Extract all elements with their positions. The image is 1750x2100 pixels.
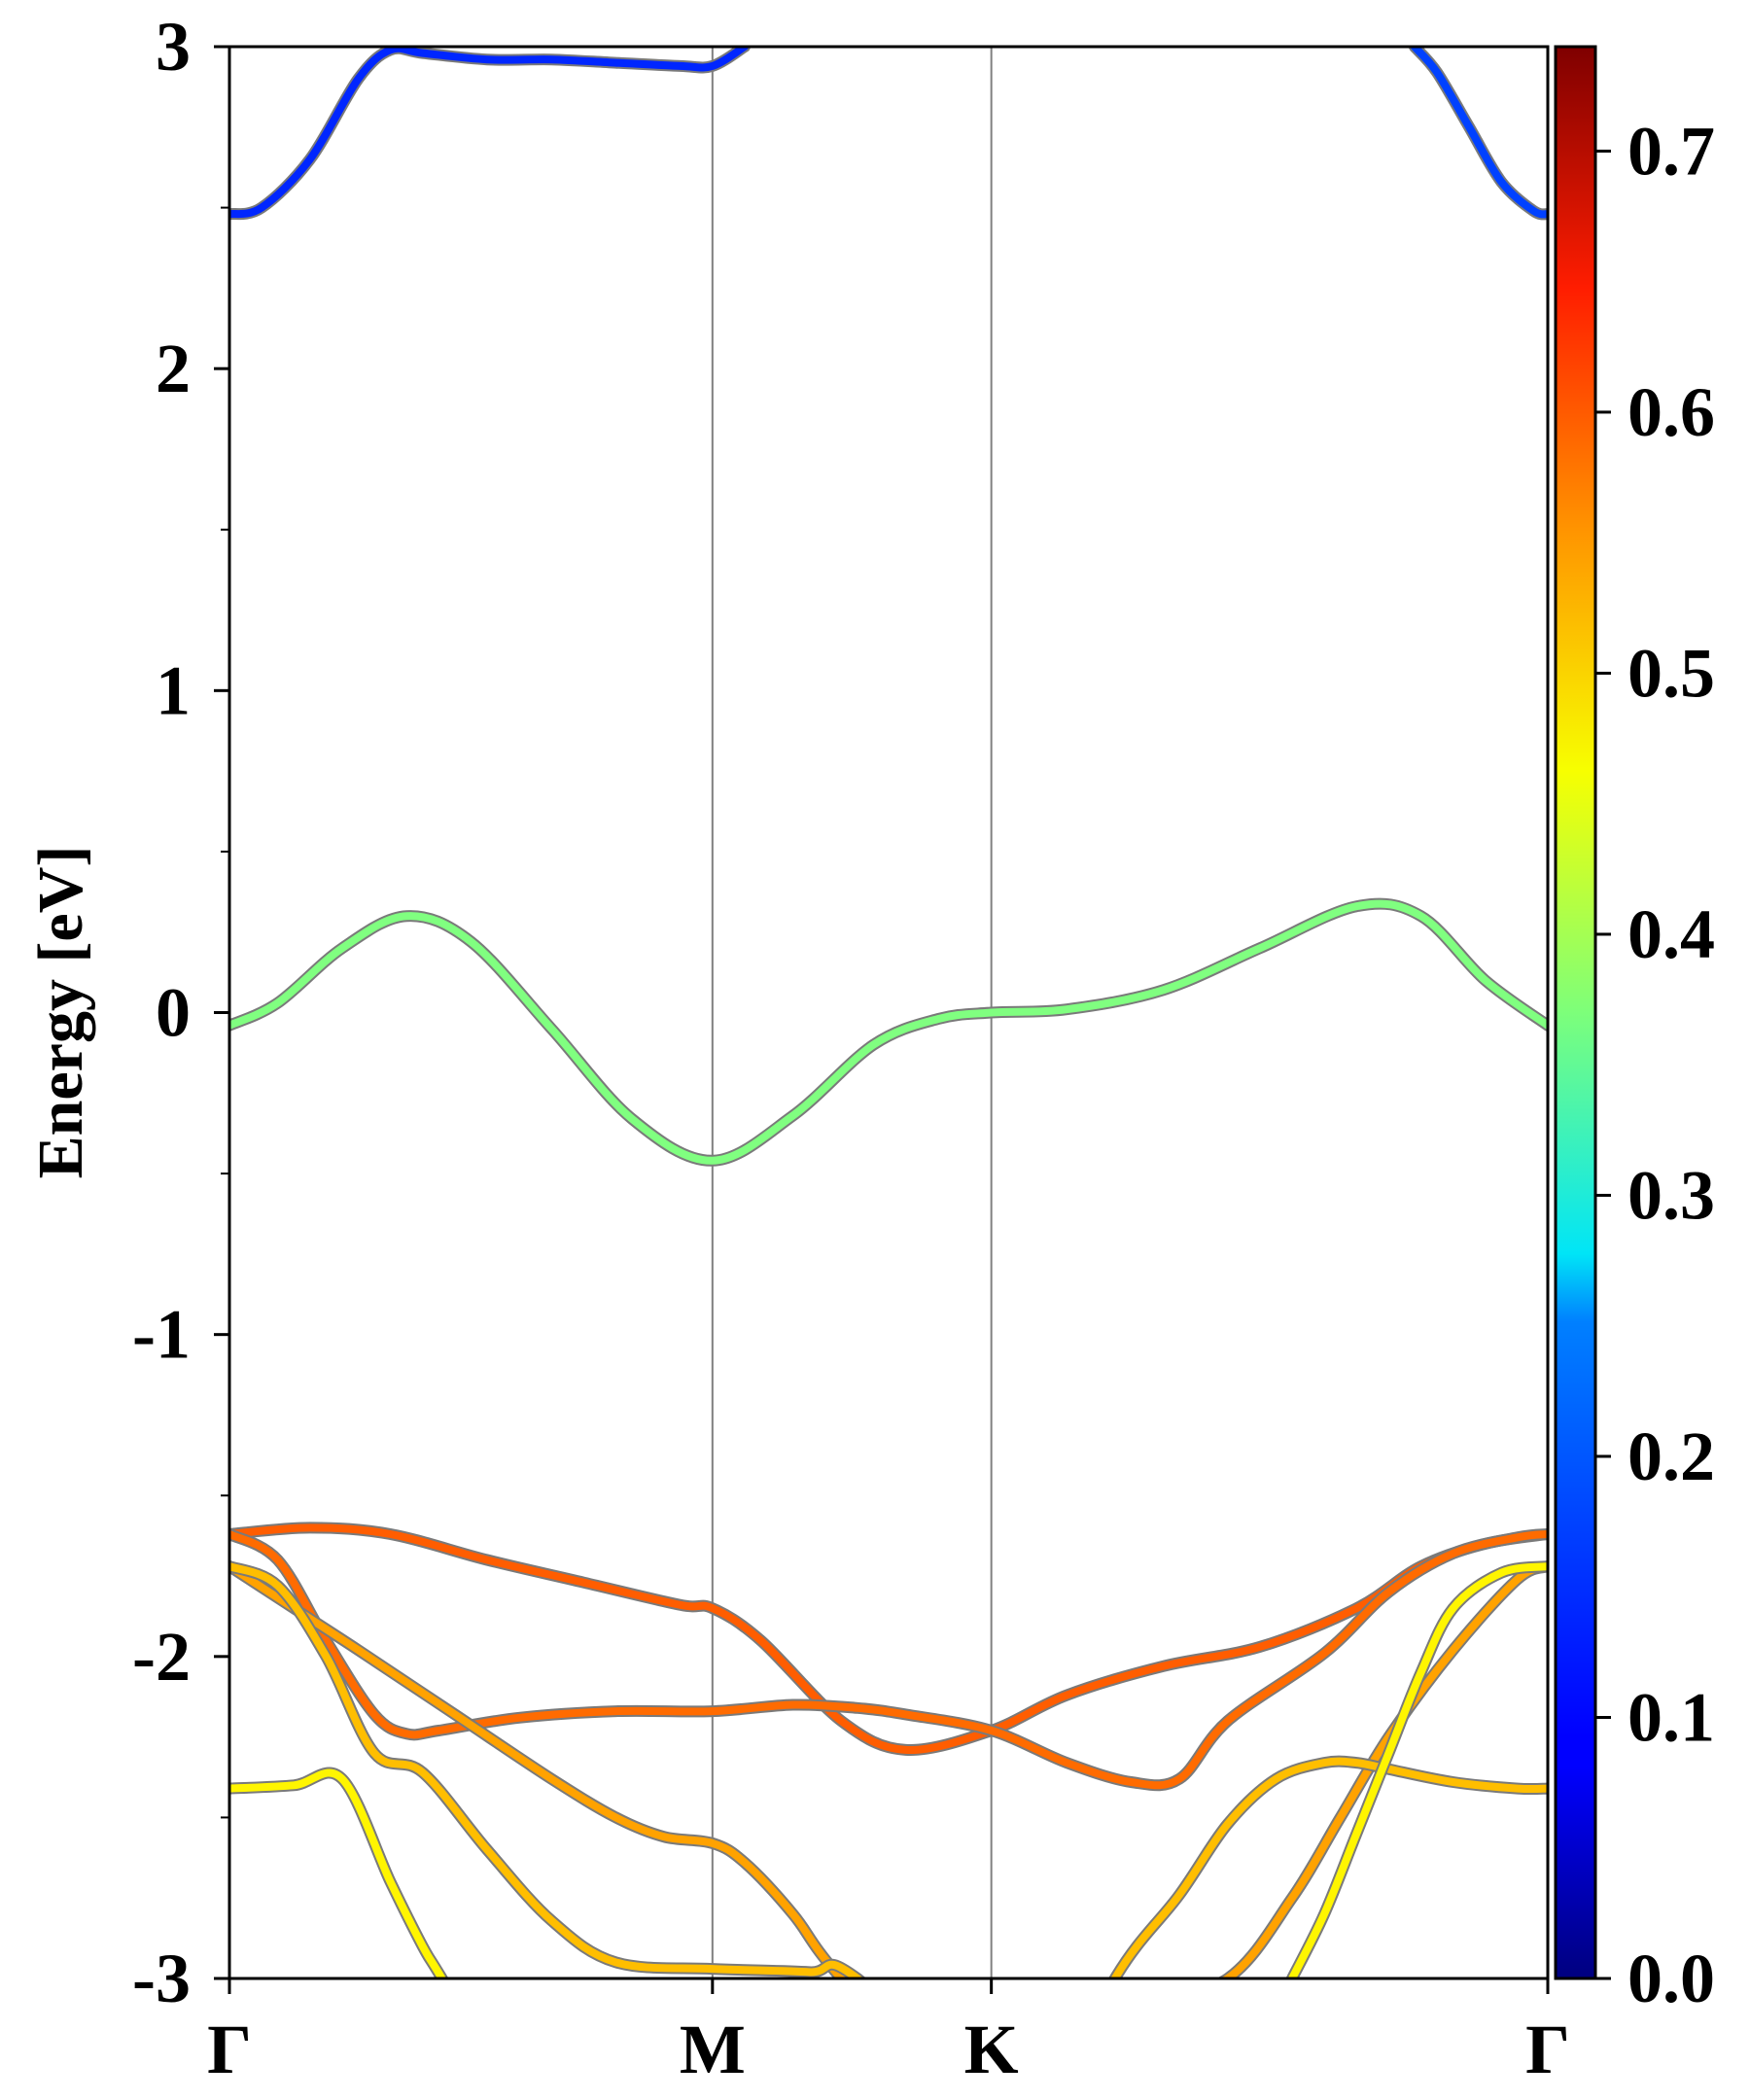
band-fill [1410,47,1548,219]
band-line [1286,1560,1548,1978]
band-line [229,1560,1548,1978]
colorbar-tick-label: 0.5 [1628,634,1715,712]
x-tick-label: M [680,2011,746,2088]
y-tick-label: -1 [132,1296,191,1374]
band-fill [229,1562,1548,1978]
y-tick-label: 2 [156,330,191,407]
band-fill [229,899,1548,1165]
band-fill [1288,1562,1548,1978]
band-fill [229,47,749,219]
colorbar-tick-label: 0.7 [1628,112,1715,190]
plot-frame [228,45,1550,1980]
band-line [229,1767,449,1978]
y-axis-ticks: -3 -2 -1 0 1 2 3 [132,8,229,2017]
band-outline [229,1767,449,1978]
band-line [229,1522,1548,1756]
colorbar-tick-label: 0.3 [1628,1156,1715,1234]
colorbar [1554,45,1597,1980]
colorbar-tick-label: 0.1 [1628,1678,1715,1756]
band-fill [229,1523,1548,1754]
band-line [229,897,1548,1167]
colorbar-tick-label: 0.6 [1628,373,1715,451]
colorbar-tick-label: 0.0 [1628,1940,1715,2017]
band-line [1408,47,1548,221]
band-fill [229,1562,1548,1978]
band-fill [229,1530,1548,1790]
band-outline [229,47,751,221]
y-tick-label: 1 [156,651,191,729]
band-line [229,1528,1548,1792]
band-line [229,1560,1548,1978]
y-tick-label: 0 [156,974,191,1052]
colorbar-ticks: 0.0 0.1 0.2 0.3 0.4 0.5 0.6 0.7 [1595,112,1715,2017]
band-outline [229,1560,1548,1978]
x-tick-label: Γ [1525,2011,1570,2088]
colorbar-tick-label: 0.4 [1628,895,1715,973]
bands [229,47,1548,1978]
x-tick-label: Γ [207,2011,252,2088]
band-line [229,47,751,221]
y-tick-label: 3 [156,8,191,86]
colorbar-tick-label: 0.2 [1628,1418,1715,1495]
y-axis-title: Energy [eV] [25,846,96,1179]
band-outline [229,1560,1548,1978]
y-tick-label: -3 [132,1940,191,2017]
band-fill [229,1768,447,1978]
y-tick-label: -2 [132,1618,191,1696]
x-tick-label: K [964,2011,1019,2088]
